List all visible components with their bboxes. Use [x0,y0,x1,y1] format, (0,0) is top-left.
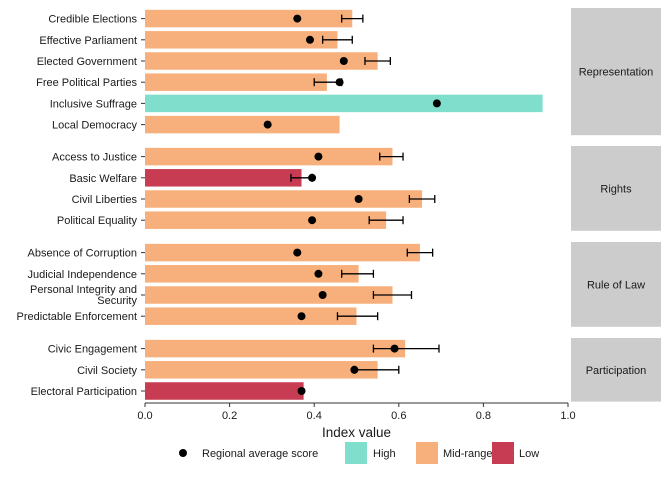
bar [145,361,378,379]
legend-label: Low [519,448,539,460]
category-label: Basic Welfare [69,173,137,185]
category-label: Judicial Independence [28,269,137,281]
facet-strip [571,242,661,327]
average-dot [308,173,317,182]
bar [145,339,406,358]
average-dot [314,152,323,161]
legend-label: High [373,448,396,460]
average-dot [263,120,272,129]
bar [145,211,387,229]
facet-strip-label: Rule of Law [587,279,645,291]
average-dot [354,195,363,203]
average-dot [297,387,306,395]
facet-strip-label: Rights [600,183,632,195]
category-label: Personal Integrity and Security [30,284,138,307]
bar [145,169,302,187]
facet-strip [571,8,661,136]
category-label: Elected Government [37,56,137,68]
category-label: Local Democracy [52,120,137,132]
bar [145,190,423,208]
category-label: Predictable Enforcement [17,311,137,323]
average-dot [318,291,327,299]
bar [145,52,378,70]
bar [145,307,357,325]
bar [145,94,543,113]
legend-label: Regional average score [202,448,318,460]
facet-strip [571,338,661,402]
average-dot [390,344,399,353]
legend-swatch [492,442,514,464]
bar [145,31,338,49]
average-dot [308,216,317,225]
bar [145,9,353,28]
legend-swatch [416,442,438,464]
legend-swatch [345,442,367,464]
x-axis-title: Index value [322,425,391,440]
bar [145,286,393,304]
average-dot [293,14,302,23]
average-dot [297,312,306,321]
x-tick-label: 0.4 [307,410,322,422]
average-dot [339,57,348,65]
facet-strip-label: Participation [586,365,647,377]
category-label: Political Equality [57,215,138,227]
facet-strip [571,146,661,231]
bar [145,243,420,262]
average-dot [305,35,314,44]
legend-dot [179,449,187,457]
category-label: Access to Justice [52,152,137,164]
x-tick-label: 0.6 [391,410,406,422]
bar [145,147,393,166]
facet-strip-label: Representation [579,67,654,79]
category-label: Civil Society [77,365,137,377]
average-dot [335,78,344,87]
bar [145,73,327,91]
average-dot [293,248,302,257]
x-tick-label: 0.0 [137,410,152,422]
category-label: Electoral Participation [31,386,137,398]
x-tick-label: 0.2 [222,410,237,422]
average-dot [432,99,441,108]
category-label: Civil Liberties [72,194,138,206]
average-dot [350,365,359,374]
category-label: Absence of Corruption [28,248,137,260]
category-label: Civic Engagement [48,344,137,356]
category-label: Free Political Parties [36,77,137,89]
bar [145,115,340,134]
bar [145,265,359,283]
x-tick-label: 0.8 [476,410,491,422]
average-dot [314,269,323,278]
legend-label: Mid-range [443,448,493,460]
category-label: Credible Elections [48,14,137,26]
category-label: Inclusive Suffrage [50,98,137,110]
x-tick-label: 1.0 [560,410,575,422]
category-label: Effective Parliament [39,35,137,47]
bar [145,382,304,400]
